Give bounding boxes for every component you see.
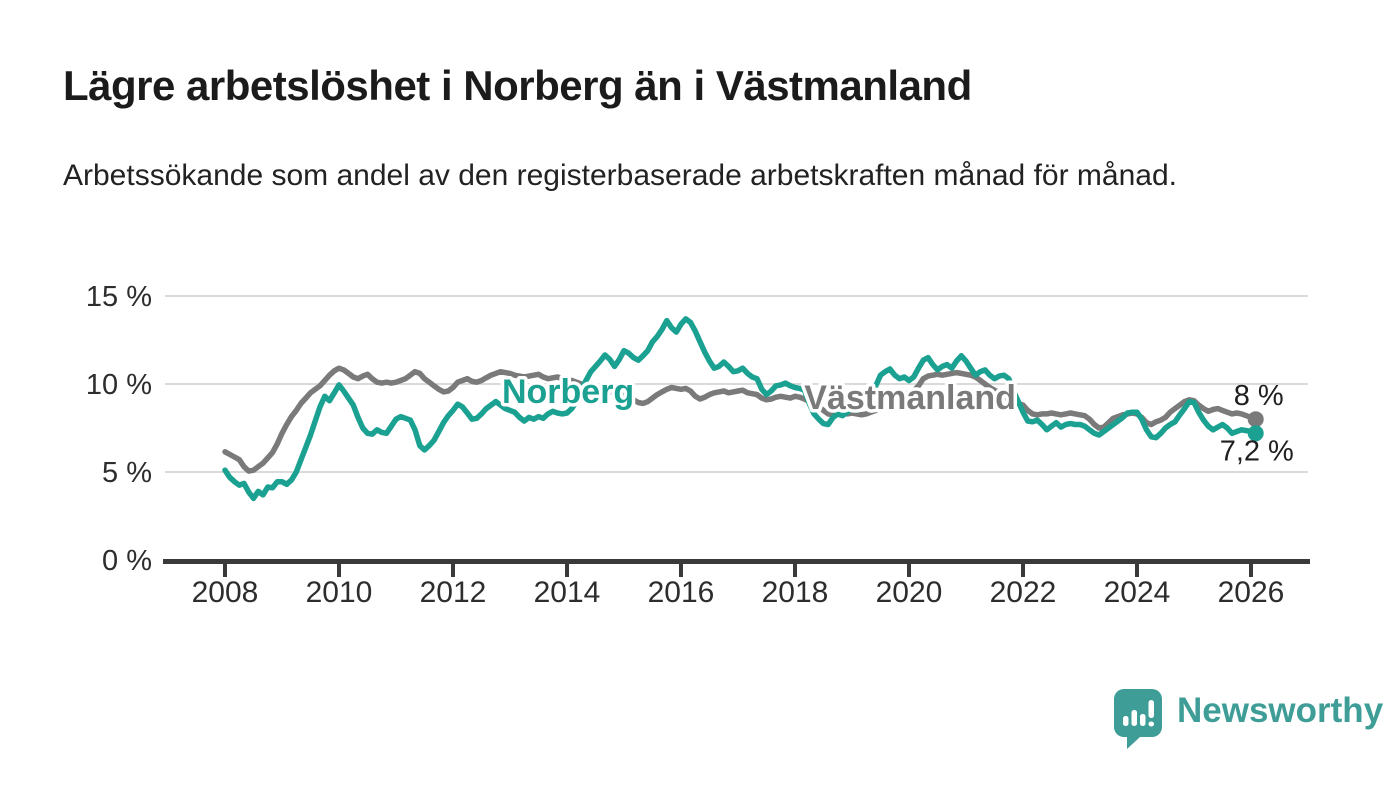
x-axis-label: 2022 [990,576,1057,609]
y-axis-label: 15 % [86,281,152,313]
series-end-dot-västmanland [1247,411,1264,428]
series-end-value-label: 7,2 % [1220,435,1294,467]
series-end-dot-norberg [1247,425,1264,442]
series-line-norberg [222,316,1259,502]
page-title: Lägre arbetslöshet i Norberg än i Västma… [63,62,972,109]
x-axis-label: 2026 [1218,576,1285,609]
x-axis-label: 2010 [306,576,373,609]
x-axis-label: 2014 [534,576,601,609]
x-axis-label: 2016 [648,576,715,609]
newsworthy-logo-text: Newsworthy [1177,691,1384,730]
newsworthy-logo-icon [1114,689,1162,749]
y-axis-label: 0 % [102,545,152,577]
y-axis-label: 10 % [86,369,152,401]
x-axis-label: 2008 [192,576,259,609]
logo-bubble-shape [1114,689,1162,749]
series-inline-label-norberg: Norberg [502,373,634,411]
series-inline-label-västmanland: Västmanland [804,379,1016,417]
newsworthy-branding: Newsworthy [1113,688,1383,750]
x-axis-label: 2020 [876,576,943,609]
chart-subtitle: Arbetssökande som andel av den registerb… [63,159,1177,192]
series-line-västmanland [222,365,1259,474]
y-axis-label: 5 % [102,457,152,489]
logo-bar-chart-glyph [1123,700,1154,727]
x-axis-label: 2018 [762,576,829,609]
x-axis-label: 2024 [1104,576,1171,609]
x-axis-label: 2012 [420,576,487,609]
series-end-value-label: 8 % [1234,380,1284,412]
